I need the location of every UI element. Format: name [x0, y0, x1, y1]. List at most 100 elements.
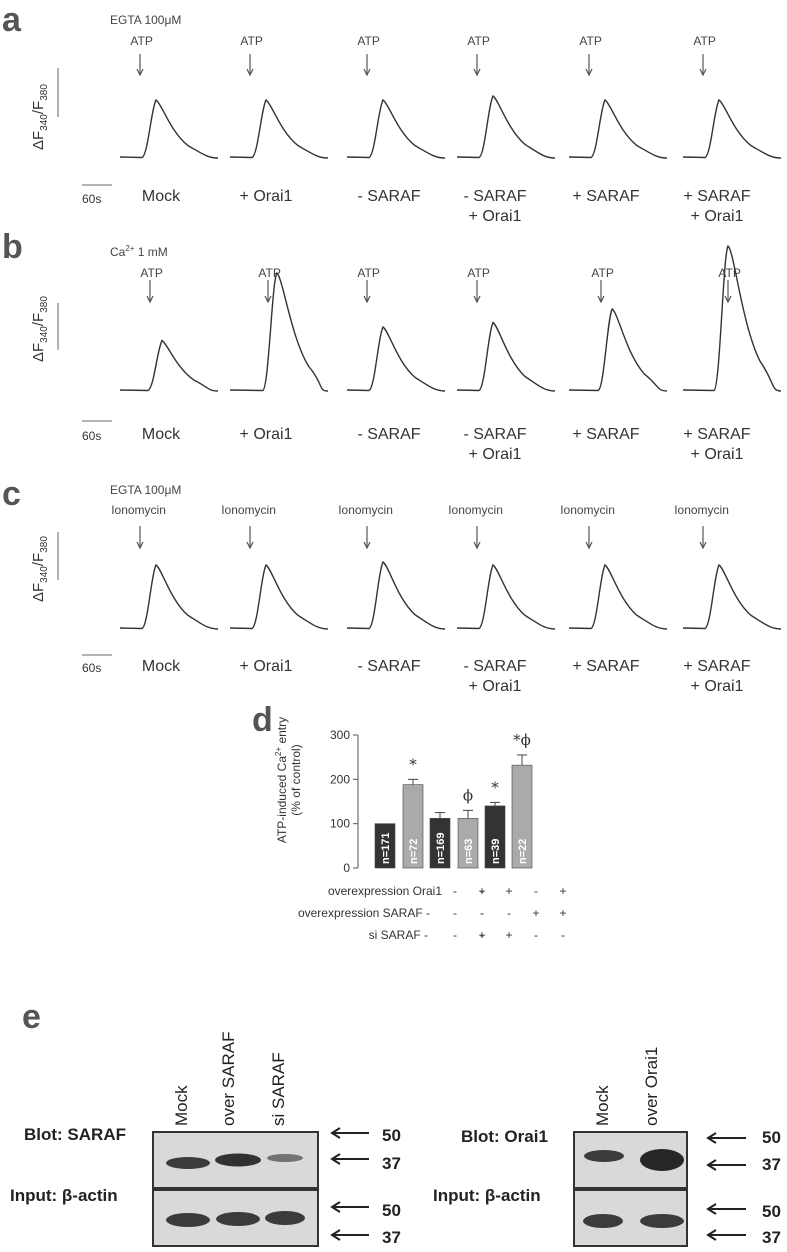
sign-1-2: - [480, 906, 484, 920]
trace-label-c-4: + SARAF [572, 658, 640, 675]
trace-label-c-5-line2: + Orai1 [690, 678, 744, 695]
bar-ytick-label-0: 0 [343, 861, 350, 875]
sign-0-5: + [559, 884, 566, 898]
sign-2-5: - [561, 928, 565, 942]
condition-row-label-1: overexpression SARAF - [298, 906, 430, 920]
sign-1-5: + [559, 906, 566, 920]
sign-1-3: - [507, 906, 511, 920]
mw-50-right-top: 50 [762, 1128, 781, 1147]
mw-arrow-50-left-top-head [330, 1127, 341, 1139]
panel-letter-d: d [252, 701, 273, 739]
condition-label-c: EGTA 100μM [110, 483, 182, 497]
mw-50-right-bottom: 50 [762, 1202, 781, 1221]
sign-1-1: - [480, 906, 484, 920]
blot-label-orai1: Blot: Orai1 [461, 1127, 548, 1146]
trace-a-0 [119, 98, 219, 159]
trace-c-4 [568, 563, 668, 630]
sign-2-1: - [480, 928, 484, 942]
trace-label-a-0: Mock [141, 188, 181, 205]
sign-1-0: - [453, 906, 457, 920]
input-label-left: Input: β-actin [10, 1186, 118, 1205]
stimulus-label-b-0: ATP [140, 266, 163, 280]
stimulus-label-a-3: ATP [467, 34, 490, 48]
sign-2-2: + [478, 928, 485, 942]
panel-letter-e: e [22, 998, 41, 1036]
trace-label-c-2: - SARAF [357, 658, 421, 675]
bar-ytick-label-300: 300 [330, 728, 350, 742]
stimulus-label-a-4: ATP [579, 34, 602, 48]
band-saraf-mock [166, 1157, 210, 1169]
trace-label-a-5-line2: + Orai1 [690, 208, 744, 225]
stimulus-label-c-0: Ionomycin [111, 503, 166, 517]
trace-c-3 [456, 563, 556, 630]
trace-label-a-4: + SARAF [572, 188, 640, 205]
sign-1-4: + [532, 906, 539, 920]
trace-label-a-3-line2: + Orai1 [468, 208, 522, 225]
lane-label-mock-right: Mock [593, 1085, 612, 1126]
lane-label-mock-left: Mock [172, 1085, 191, 1126]
stimulus-label-a-0: ATP [130, 34, 153, 48]
mw-arrow-37-right-bottom-head [706, 1229, 717, 1241]
trace-a-5 [682, 98, 782, 159]
trace-b-4 [568, 307, 668, 392]
band-orai1-mock [584, 1150, 624, 1162]
mw-37-left-top: 37 [382, 1154, 401, 1173]
trace-label-b-3-line2: + Orai1 [468, 446, 522, 463]
arrowhead-b-2 [363, 295, 371, 304]
sign-2-3: + [505, 928, 512, 942]
n-label-0: n=171 [380, 833, 392, 865]
trace-label-a-2: - SARAF [357, 188, 421, 205]
mw-37-right-top: 37 [762, 1155, 781, 1174]
bar-ytick-label-200: 200 [330, 772, 350, 786]
stimulus-label-a-1: ATP [240, 34, 263, 48]
trace-b-1 [229, 271, 329, 392]
lane-label-si-saraf: si SARAF [269, 1052, 288, 1126]
stimulus-label-c-2: Ionomycin [338, 503, 393, 517]
trace-label-a-5: + SARAF [683, 188, 751, 205]
mw-arrow-50-left-bottom-head [330, 1201, 341, 1213]
arrowhead-b-4 [597, 295, 605, 304]
sign-0-2: - [480, 884, 484, 898]
arrowhead-b-0 [146, 295, 154, 304]
mw-50-left-top: 50 [382, 1126, 401, 1145]
panel-letter-b: b [2, 228, 23, 266]
band-saraf-over [215, 1153, 261, 1167]
condition-row-label-0: overexpression Orai1 [328, 884, 442, 898]
arrowhead-b-3 [473, 295, 481, 304]
trace-label-b-2: - SARAF [357, 426, 421, 443]
n-label-3: n=63 [463, 839, 475, 864]
trace-a-4 [568, 98, 668, 159]
bar-0 [374, 823, 396, 869]
mw-arrow-37-left-bottom-head [330, 1229, 341, 1241]
n-label-2: n=169 [435, 833, 447, 865]
stimulus-label-b-2: ATP [357, 266, 380, 280]
arrowhead-a-1 [246, 68, 254, 77]
arrowhead-a-5 [699, 68, 707, 77]
scale-label-c: 60s [82, 661, 102, 675]
sign-2-4: - [534, 928, 538, 942]
trace-b-5 [682, 244, 782, 392]
bar-ytick-label-100: 100 [330, 817, 350, 831]
condition-label-a: EGTA 100μM [110, 13, 182, 27]
arrowhead-a-0 [136, 68, 144, 77]
band-actin-left-mock [166, 1213, 210, 1227]
blot-label-saraf: Blot: SARAF [24, 1125, 126, 1144]
arrowhead-c-2 [363, 541, 371, 550]
band-orai1-over [640, 1149, 684, 1171]
stimulus-label-c-5: Ionomycin [674, 503, 729, 517]
band-actin-right-over [640, 1214, 684, 1228]
lane-label-over-orai1: over Orai1 [642, 1046, 661, 1126]
stimulus-label-a-2: ATP [357, 34, 380, 48]
stimulus-label-c-1: Ionomycin [221, 503, 276, 517]
sign-0-1: + [478, 884, 485, 898]
scale-label-a: 60s [82, 192, 102, 206]
stimulus-label-a-5: ATP [693, 34, 716, 48]
mw-37-left-bottom: 37 [382, 1228, 401, 1247]
trace-label-b-0: Mock [141, 426, 181, 443]
n-label-1: n=72 [408, 839, 420, 864]
stimulus-label-c-4: Ionomycin [560, 503, 615, 517]
condition-row-label-2: si SARAF - [369, 928, 428, 942]
sign-2-0: - [453, 928, 457, 942]
band-actin-right-mock [583, 1214, 623, 1228]
